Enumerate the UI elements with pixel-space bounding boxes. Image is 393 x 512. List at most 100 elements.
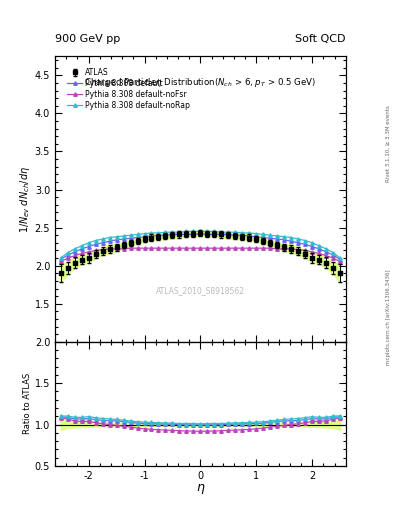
Pythia 8.308 default bbox=[296, 240, 301, 246]
Pythia 8.308 default-noRap bbox=[170, 229, 175, 235]
Pythia 8.308 default-noRap bbox=[233, 229, 238, 235]
Pythia 8.308 default bbox=[226, 231, 231, 238]
Text: ATLAS_2010_S8918562: ATLAS_2010_S8918562 bbox=[156, 286, 245, 295]
Pythia 8.308 default bbox=[289, 238, 294, 244]
Pythia 8.308 default-noFsr bbox=[303, 247, 308, 253]
Pythia 8.308 default-noFsr bbox=[261, 245, 266, 251]
Pythia 8.308 default bbox=[93, 241, 98, 247]
Pythia 8.308 default bbox=[149, 233, 154, 239]
Pythia 8.308 default-noRap bbox=[149, 230, 154, 236]
Pythia 8.308 default-noFsr bbox=[149, 245, 154, 251]
Pythia 8.308 default bbox=[79, 246, 84, 252]
Pythia 8.308 default-noRap bbox=[198, 228, 203, 234]
Pythia 8.308 default-noRap bbox=[121, 233, 126, 239]
Pythia 8.308 default bbox=[317, 246, 321, 252]
Pythia 8.308 default-noFsr bbox=[310, 249, 315, 255]
Pythia 8.308 default bbox=[107, 238, 112, 244]
Pythia 8.308 default-noRap bbox=[86, 240, 91, 246]
Pythia 8.308 default-noFsr bbox=[240, 245, 245, 251]
Pythia 8.308 default bbox=[268, 235, 273, 241]
Pythia 8.308 default bbox=[114, 237, 119, 243]
Pythia 8.308 default bbox=[86, 244, 91, 250]
Pythia 8.308 default bbox=[303, 241, 308, 247]
Pythia 8.308 default-noFsr bbox=[247, 245, 252, 251]
Pythia 8.308 default-noRap bbox=[142, 230, 147, 237]
Pythia 8.308 default-noRap bbox=[289, 234, 294, 241]
Pythia 8.308 default-noFsr bbox=[163, 245, 168, 251]
Pythia 8.308 default-noRap bbox=[191, 228, 196, 234]
Pythia 8.308 default-noFsr bbox=[296, 247, 301, 253]
Pythia 8.308 default-noFsr bbox=[100, 247, 105, 253]
Pythia 8.308 default-noRap bbox=[261, 231, 266, 238]
Legend: ATLAS, Pythia 8.308 default, Pythia 8.308 default-noFsr, Pythia 8.308 default-no: ATLAS, Pythia 8.308 default, Pythia 8.30… bbox=[65, 66, 193, 112]
Pythia 8.308 default-noFsr bbox=[184, 245, 189, 251]
Pythia 8.308 default-noRap bbox=[226, 229, 231, 235]
Y-axis label: $1/N_{ev}\;dN_{ch}/d\eta$: $1/N_{ev}\;dN_{ch}/d\eta$ bbox=[18, 165, 32, 232]
Pythia 8.308 default bbox=[163, 232, 168, 238]
Pythia 8.308 default-noRap bbox=[303, 238, 308, 244]
Pythia 8.308 default-noRap bbox=[184, 228, 189, 234]
Pythia 8.308 default-noFsr bbox=[219, 245, 224, 251]
Pythia 8.308 default bbox=[128, 235, 133, 241]
Pythia 8.308 default-noFsr bbox=[135, 245, 140, 251]
Pythia 8.308 default-noRap bbox=[317, 243, 321, 249]
Pythia 8.308 default-noRap bbox=[254, 230, 259, 237]
Pythia 8.308 default-noRap bbox=[282, 233, 286, 240]
Pythia 8.308 default bbox=[254, 233, 259, 240]
Pythia 8.308 default bbox=[170, 231, 175, 238]
Pythia 8.308 default-noFsr bbox=[65, 255, 70, 261]
Pythia 8.308 default bbox=[191, 231, 196, 238]
Pythia 8.308 default-noRap bbox=[275, 233, 280, 239]
Pythia 8.308 default-noRap bbox=[219, 229, 224, 235]
Pythia 8.308 default bbox=[184, 231, 189, 238]
Pythia 8.308 default bbox=[240, 232, 245, 238]
Pythia 8.308 default bbox=[100, 240, 105, 246]
Pythia 8.308 default-noFsr bbox=[233, 245, 238, 251]
Pythia 8.308 default-noRap bbox=[135, 231, 140, 238]
Pythia 8.308 default-noRap bbox=[107, 234, 112, 241]
Pythia 8.308 default bbox=[58, 257, 63, 263]
Pythia 8.308 default bbox=[135, 234, 140, 241]
Pythia 8.308 default-noRap bbox=[114, 233, 119, 240]
Pythia 8.308 default-noFsr bbox=[289, 246, 294, 252]
Pythia 8.308 default-noRap bbox=[72, 246, 77, 252]
Pythia 8.308 default-noRap bbox=[100, 236, 105, 242]
Pythia 8.308 default-noFsr bbox=[93, 247, 98, 253]
Pythia 8.308 default-noFsr bbox=[156, 245, 161, 251]
Pythia 8.308 default bbox=[247, 233, 252, 239]
Pythia 8.308 default-noFsr bbox=[191, 245, 196, 251]
Pythia 8.308 default-noRap bbox=[212, 228, 217, 234]
Pythia 8.308 default-noFsr bbox=[331, 255, 336, 261]
Pythia 8.308 default bbox=[324, 249, 329, 255]
Pythia 8.308 default-noFsr bbox=[114, 246, 119, 252]
Pythia 8.308 default-noFsr bbox=[275, 246, 280, 252]
Pythia 8.308 default-noFsr bbox=[212, 245, 217, 251]
Pythia 8.308 default-noFsr bbox=[268, 245, 273, 251]
Pythia 8.308 default-noRap bbox=[156, 230, 161, 236]
Pythia 8.308 default bbox=[156, 232, 161, 238]
Pythia 8.308 default-noFsr bbox=[79, 250, 84, 257]
Pythia 8.308 default bbox=[233, 232, 238, 238]
Y-axis label: Ratio to ATLAS: Ratio to ATLAS bbox=[23, 373, 32, 435]
Pythia 8.308 default-noRap bbox=[268, 232, 273, 238]
Pythia 8.308 default-noFsr bbox=[72, 253, 77, 259]
Pythia 8.308 default-noFsr bbox=[317, 250, 321, 257]
Pythia 8.308 default bbox=[261, 234, 266, 241]
Line: Pythia 8.308 default: Pythia 8.308 default bbox=[59, 232, 342, 261]
Pythia 8.308 default-noRap bbox=[65, 250, 70, 256]
Pythia 8.308 default-noFsr bbox=[86, 249, 91, 255]
Pythia 8.308 default-noFsr bbox=[128, 245, 133, 251]
Text: Rivet 3.1.10, ≥ 3.3M events: Rivet 3.1.10, ≥ 3.3M events bbox=[386, 105, 391, 182]
Pythia 8.308 default-noFsr bbox=[142, 245, 147, 251]
Pythia 8.308 default-noFsr bbox=[282, 246, 286, 252]
Text: Charged Particle$\eta$ Distribution($N_{ch}$ > 6, $p_{T}$ > 0.5 GeV): Charged Particle$\eta$ Distribution($N_{… bbox=[84, 76, 316, 89]
Pythia 8.308 default-noFsr bbox=[226, 245, 231, 251]
Pythia 8.308 default-noRap bbox=[58, 255, 63, 261]
Pythia 8.308 default-noRap bbox=[79, 243, 84, 249]
Line: Pythia 8.308 default-noFsr: Pythia 8.308 default-noFsr bbox=[59, 246, 342, 264]
Pythia 8.308 default-noRap bbox=[240, 230, 245, 236]
X-axis label: $\eta$: $\eta$ bbox=[196, 482, 205, 496]
Pythia 8.308 default-noFsr bbox=[324, 253, 329, 259]
Line: Pythia 8.308 default-noRap: Pythia 8.308 default-noRap bbox=[59, 230, 342, 260]
Pythia 8.308 default-noRap bbox=[338, 255, 343, 261]
